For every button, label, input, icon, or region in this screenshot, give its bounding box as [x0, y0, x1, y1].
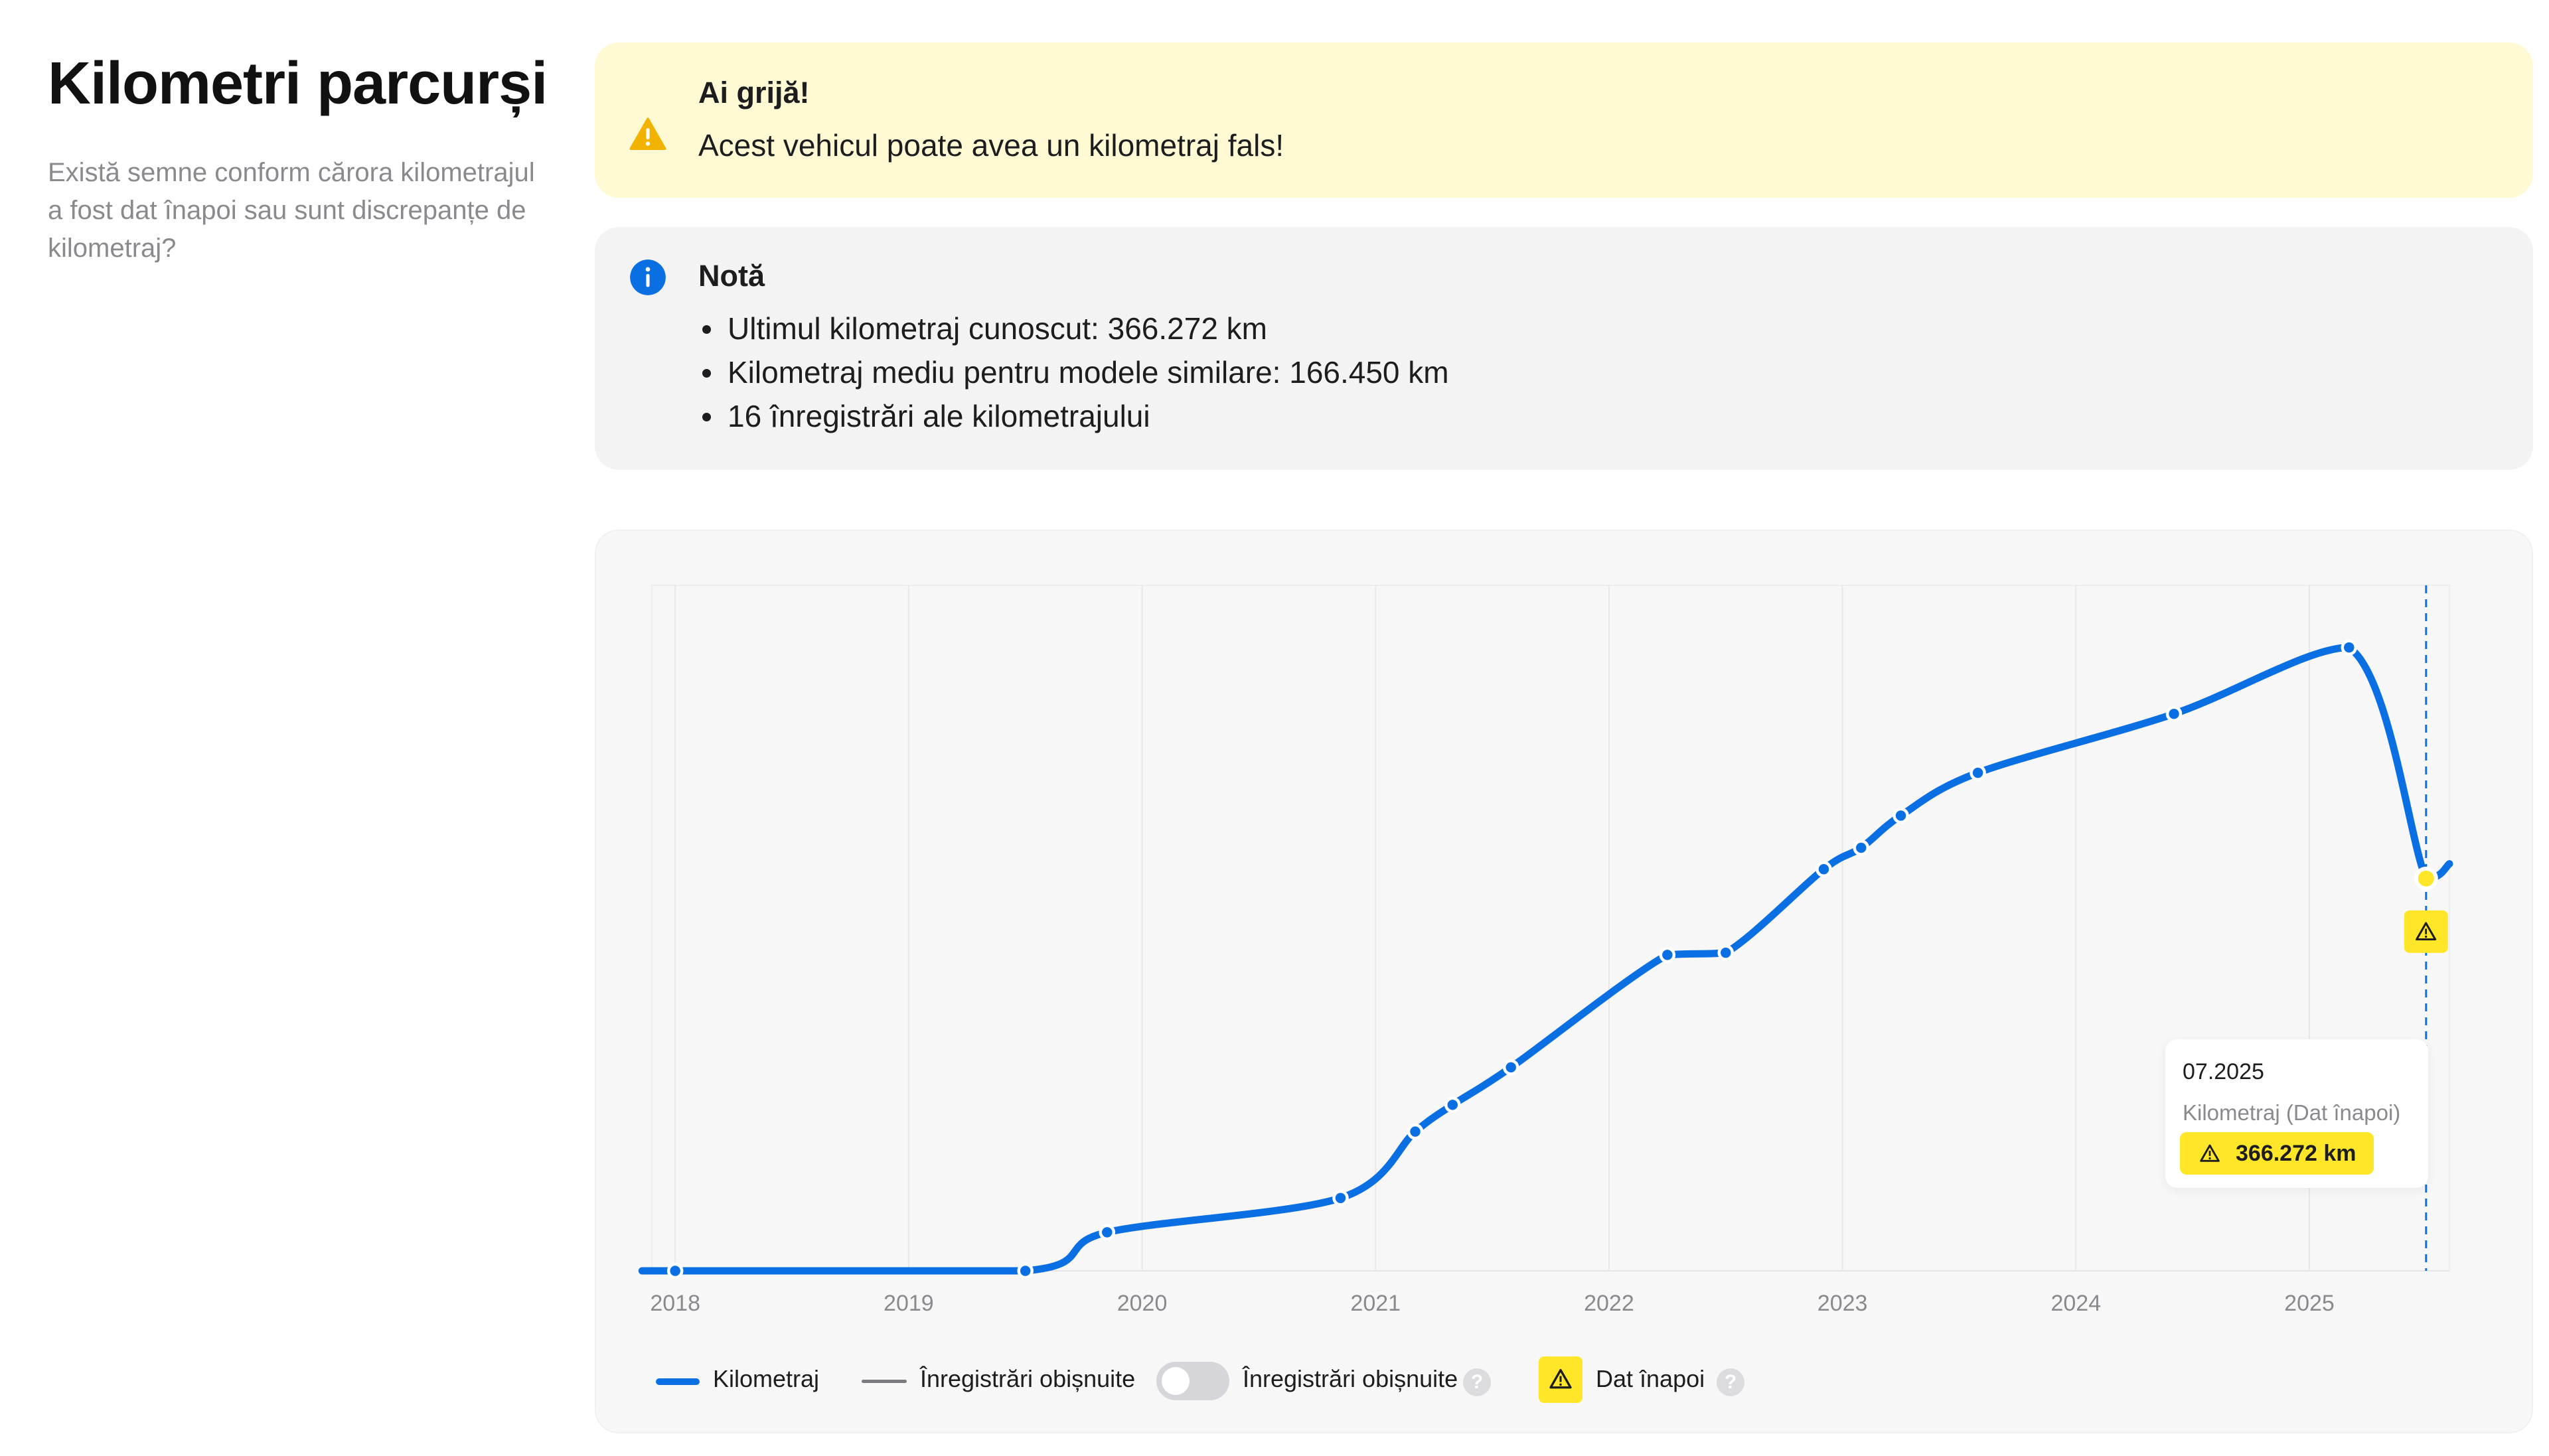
note-item-record-count: 16 înregistrări ale kilometrajului	[698, 394, 1449, 438]
x-tick-label-2023: 2023	[1817, 1291, 1868, 1316]
tooltip-date: 07.2025	[2183, 1059, 2264, 1084]
page-description: Există semne conform cărora kilometrajul…	[48, 158, 535, 263]
data-point	[666, 1262, 684, 1279]
toggle-label: Înregistrări obișnuite	[1243, 1365, 1458, 1392]
data-point	[1970, 764, 1986, 781]
legend-mileage-swatch	[656, 1378, 700, 1385]
rolled-back-help-icon[interactable]: ?	[1717, 1368, 1744, 1396]
data-point	[1407, 1123, 1424, 1140]
data-point	[1717, 944, 1735, 961]
note-alert: Notă Ultimul kilometraj cunoscut: 366.27…	[595, 227, 2533, 470]
data-point	[2165, 705, 2183, 722]
data-point	[1099, 1224, 1116, 1241]
data-point	[1815, 861, 1832, 877]
x-tick-label-2025: 2025	[2284, 1291, 2335, 1316]
x-tick-label-2022: 2022	[1584, 1291, 1634, 1316]
legend-mileage-label: Kilometraj	[713, 1365, 820, 1392]
warning-triangle-icon	[2200, 1144, 2220, 1162]
tooltip-label: Kilometraj (Dat înapoi)	[2183, 1100, 2401, 1125]
x-tick-label-2019: 2019	[884, 1291, 934, 1316]
regular-records-toggle[interactable]	[1156, 1362, 1229, 1400]
info-circle-icon	[630, 259, 666, 295]
x-tick-label-2020: 2020	[1117, 1291, 1168, 1316]
note-item-average-mileage: Kilometraj mediu pentru modele similare:…	[698, 350, 1449, 394]
note-list: Ultimul kilometraj cunoscut: 366.272 km …	[698, 307, 1449, 438]
data-point-rolled-back	[2414, 866, 2438, 891]
tooltip-value-badge: 366.272 km	[2180, 1132, 2374, 1175]
data-point	[1502, 1059, 1519, 1076]
warning-alert: Ai grijă! Acest vehicul poate avea un ki…	[595, 42, 2533, 198]
sidebar: Kilometri parcurși Există semne conform …	[48, 46, 552, 267]
x-tick-label-2024: 2024	[2050, 1291, 2101, 1316]
legend-rolled-back-swatch	[1539, 1356, 1583, 1403]
data-point	[1332, 1189, 1349, 1206]
toggle-help-icon[interactable]: ?	[1463, 1368, 1491, 1396]
warning-triangle-icon	[629, 117, 666, 151]
plot-area	[651, 585, 2450, 1272]
x-tick-label-2018: 2018	[650, 1291, 700, 1316]
note-title: Notă	[698, 259, 765, 293]
legend-regular-swatch	[862, 1380, 907, 1383]
x-tick-label-2021: 2021	[1350, 1291, 1401, 1316]
data-point	[1853, 839, 1869, 856]
note-item-last-mileage: Ultimul kilometraj cunoscut: 366.272 km	[698, 307, 1449, 350]
legend-rolled-back-label: Dat înapoi	[1596, 1365, 1705, 1392]
warning-message: Acest vehicul poate avea un kilometraj f…	[698, 128, 1284, 163]
data-point	[1444, 1096, 1461, 1114]
warning-triangle-icon	[2416, 922, 2437, 941]
warning-title: Ai grijă!	[698, 76, 810, 109]
data-point	[1659, 946, 1676, 964]
page-title: Kilometri parcurși	[48, 50, 548, 117]
data-point	[2341, 639, 2358, 656]
data-point	[1892, 807, 1909, 824]
data-point	[1017, 1262, 1034, 1279]
legend-regular-label: Înregistrări obișnuite	[920, 1365, 1136, 1392]
warning-triangle-icon	[1549, 1368, 1572, 1389]
tooltip-value: 366.272 km	[2236, 1141, 2356, 1166]
chart-tooltip: 07.2025 Kilometraj (Dat înapoi) 366.272 …	[2165, 1039, 2428, 1188]
